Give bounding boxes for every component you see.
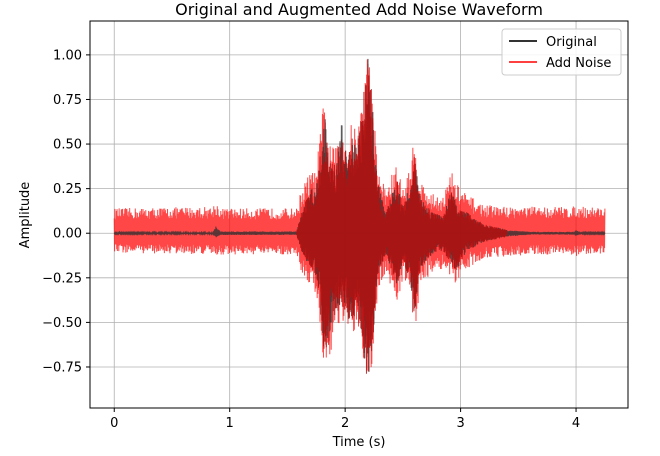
y-tick-label: −0.50 <box>42 316 82 331</box>
series-original <box>113 58 606 372</box>
y-tick-label: 0.50 <box>53 138 82 153</box>
x-tick-label: 2 <box>341 416 349 431</box>
plot-area <box>113 58 606 374</box>
x-tick-label: 0 <box>110 416 118 431</box>
series-overlap-core <box>296 70 508 374</box>
y-tick-label: −0.25 <box>42 271 82 286</box>
y-tick-label: −0.75 <box>42 360 82 375</box>
y-tick-label: 0.75 <box>53 93 82 108</box>
y-axis: −0.75 −0.50 −0.25 0.00 0.25 0.50 0.75 1.00 <box>42 48 90 375</box>
x-axis-label: Time (s) <box>332 435 386 450</box>
y-tick-label: 0.00 <box>53 227 82 242</box>
y-axis-label: Amplitude <box>18 182 33 249</box>
chart-title: Original and Augmented Add Noise Wavefor… <box>175 0 543 19</box>
legend-label-add-noise: Add Noise <box>546 56 611 71</box>
series-layer <box>113 58 606 374</box>
x-tick-label: 3 <box>456 416 464 431</box>
y-tick-label: 1.00 <box>53 48 82 63</box>
axes-frame <box>89 20 629 409</box>
y-tick-label: 0.25 <box>53 182 82 197</box>
x-axis: 0 1 2 3 4 <box>110 408 580 431</box>
x-tick-label: 4 <box>572 416 580 431</box>
legend: Original Add Noise <box>501 28 622 76</box>
legend-label-original: Original <box>546 35 597 50</box>
x-tick-label: 1 <box>226 416 234 431</box>
